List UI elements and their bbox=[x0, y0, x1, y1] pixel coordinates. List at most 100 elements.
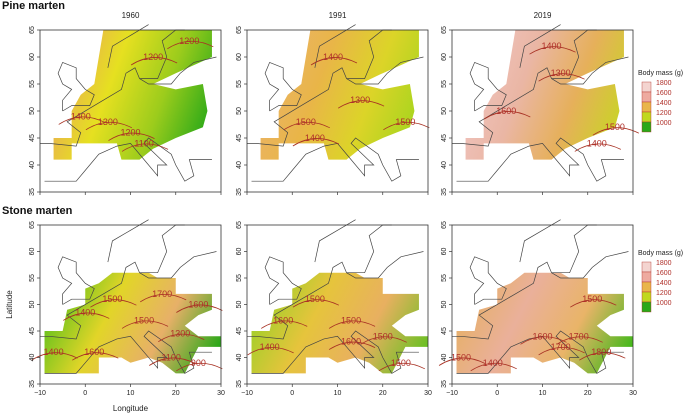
map-panel-stone-marten-0: 1400 1500 1700 1600 1500 1300 1100 900 1400 1600 3… bbox=[5, 219, 225, 413]
x-tick-label: 10 bbox=[334, 390, 342, 397]
x-tick-label: −10 bbox=[34, 390, 46, 397]
legend-value: 1400 bbox=[656, 280, 672, 287]
contour-label: 1500 bbox=[134, 315, 154, 325]
legend-swatch bbox=[641, 81, 652, 93]
x-axis-label: Longitude bbox=[113, 404, 149, 413]
y-tick-label: 40 bbox=[441, 161, 448, 169]
legend-value: 1400 bbox=[656, 100, 672, 107]
contour-line bbox=[570, 299, 617, 308]
contour-line bbox=[247, 347, 294, 356]
contour-label: 1400 bbox=[44, 347, 64, 357]
y-tick-label: 50 bbox=[441, 301, 448, 309]
y-tick-label: 45 bbox=[29, 327, 36, 335]
contour-line bbox=[58, 116, 105, 125]
contour-line bbox=[328, 341, 376, 350]
legend-swatch bbox=[641, 121, 652, 133]
coastline bbox=[469, 256, 507, 305]
contour-line bbox=[167, 40, 214, 50]
coastline bbox=[247, 56, 424, 147]
contour-line bbox=[292, 299, 340, 308]
contour-label: 1400 bbox=[542, 41, 562, 51]
y-tick-label: 45 bbox=[29, 134, 36, 142]
panel-year-title: 1960 bbox=[122, 11, 140, 20]
contour-line bbox=[520, 336, 567, 345]
contour-label: 1200 bbox=[120, 128, 140, 138]
contour-label: 1500 bbox=[305, 294, 325, 304]
y-tick-label: 65 bbox=[441, 221, 448, 229]
contour-line bbox=[484, 111, 531, 120]
y-tick-label: 35 bbox=[29, 380, 36, 388]
contour-line bbox=[556, 336, 603, 345]
contour-label: 1100 bbox=[134, 138, 153, 148]
contour-label: 1400 bbox=[75, 307, 95, 317]
contour-line bbox=[292, 138, 340, 147]
contour-label: 1400 bbox=[587, 138, 607, 148]
contour-label: 1300 bbox=[551, 68, 571, 78]
y-tick-label: 50 bbox=[29, 301, 36, 309]
contour-label: 1600 bbox=[341, 337, 361, 347]
x-tick-label: 30 bbox=[217, 390, 225, 397]
contour-label: 1600 bbox=[532, 331, 552, 341]
row-title-stone-marten: Stone marten bbox=[2, 205, 73, 217]
x-tick-label: 20 bbox=[172, 390, 180, 397]
y-tick-label: 60 bbox=[29, 248, 36, 256]
y-tick-label: 40 bbox=[441, 354, 448, 362]
contour-label: 1400 bbox=[483, 358, 503, 368]
y-tick-label: 35 bbox=[236, 380, 243, 388]
contour-label: 1300 bbox=[350, 95, 370, 105]
coastline bbox=[519, 219, 561, 263]
coastline bbox=[107, 219, 149, 263]
contour-label: 1600 bbox=[273, 315, 293, 325]
contour-line bbox=[130, 57, 178, 66]
contour-label: 900 bbox=[191, 358, 206, 368]
coastline bbox=[247, 251, 424, 340]
coastline bbox=[452, 56, 629, 147]
legend-swatch bbox=[641, 101, 652, 113]
y-tick-label: 55 bbox=[236, 274, 243, 282]
legend-value: 1800 bbox=[656, 260, 672, 267]
contour-label: 1500 bbox=[102, 294, 122, 304]
contour-line bbox=[139, 294, 187, 303]
y-tick-label: 55 bbox=[441, 274, 448, 282]
y-tick-label: 50 bbox=[236, 107, 243, 115]
x-tick-label: 20 bbox=[379, 390, 387, 397]
legend-swatch bbox=[641, 261, 652, 273]
coastline bbox=[264, 256, 302, 305]
x-tick-label: 0 bbox=[290, 390, 294, 397]
coastline bbox=[44, 330, 212, 374]
x-tick-label: 0 bbox=[495, 390, 499, 397]
contour-label: 1300 bbox=[170, 329, 190, 339]
legend-value: 1000 bbox=[656, 300, 672, 307]
contour-label: 1500 bbox=[605, 122, 625, 132]
y-tick-label: 45 bbox=[236, 134, 243, 142]
contour-line bbox=[176, 304, 223, 313]
legend-body-mass: Body mass (g) 1800 1600 1400 1200 1000 bbox=[638, 70, 683, 133]
contour-line bbox=[529, 46, 576, 55]
x-tick-label: 0 bbox=[83, 390, 87, 397]
contour-label: 1200 bbox=[179, 36, 199, 46]
contour-label: 1800 bbox=[591, 347, 611, 357]
y-tick-label: 45 bbox=[441, 134, 448, 142]
contour-line bbox=[90, 299, 137, 308]
body-mass-surface bbox=[465, 30, 624, 160]
y-tick-label: 35 bbox=[441, 380, 448, 388]
contour-line bbox=[85, 121, 133, 131]
contour-line bbox=[337, 100, 385, 109]
contour-label: 1700 bbox=[569, 331, 589, 341]
contour-label: 1600 bbox=[496, 106, 516, 116]
coastline bbox=[40, 251, 217, 340]
legend-title: Body mass (g) bbox=[638, 250, 683, 257]
legend-value: 1200 bbox=[656, 110, 672, 117]
contour-label: 1400 bbox=[323, 52, 343, 62]
y-tick-label: 40 bbox=[236, 354, 243, 362]
contour-label: 1700 bbox=[152, 289, 172, 299]
map-panel-stone-marten-1: 1600 1500 1500 1600 1500 1400 1500 35 40 45 50 55 60… bbox=[236, 219, 432, 397]
contour-label: 1500 bbox=[373, 331, 393, 341]
legend-value: 1600 bbox=[656, 270, 672, 277]
x-tick-label: 10 bbox=[539, 390, 547, 397]
coastline bbox=[346, 224, 392, 274]
legend-value: 1600 bbox=[656, 90, 672, 97]
contour-label: 1600 bbox=[188, 300, 208, 310]
y-tick-label: 40 bbox=[29, 161, 36, 169]
